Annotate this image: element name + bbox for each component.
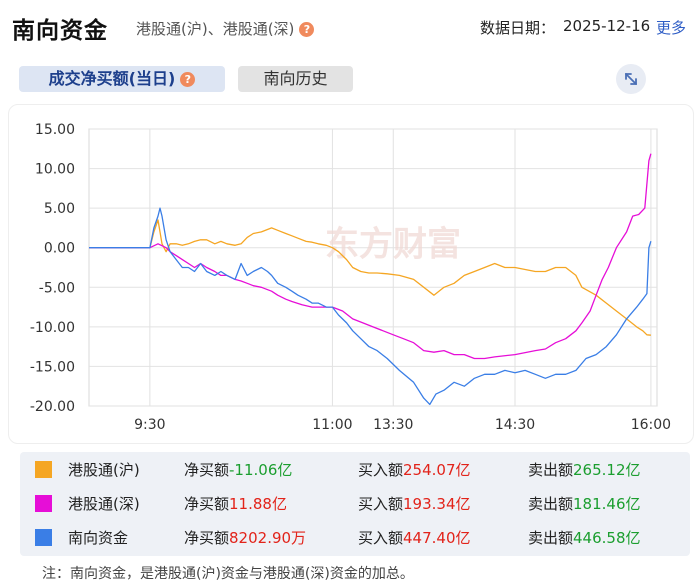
- buy-value: 447.40亿: [403, 529, 471, 547]
- buy-label: 买入额: [358, 461, 404, 479]
- y-tick-label: 0.00: [44, 241, 75, 257]
- sell-value: 446.58亿: [573, 529, 641, 547]
- buy-value: 193.34亿: [403, 495, 471, 513]
- tab-net-buy-today[interactable]: 成交净买额(当日)?: [19, 66, 225, 92]
- net-label: 净买额: [184, 529, 230, 547]
- watermark: 东方财富: [325, 225, 461, 265]
- y-tick-label: 15.00: [35, 122, 75, 138]
- page-subtitle: 港股通(沪)、港股通(深)?: [136, 18, 315, 39]
- legend-net: 净买额-11.06亿: [184, 459, 292, 480]
- more-link[interactable]: 更多: [656, 19, 687, 37]
- legend-row: 南向资金 净买额8202.90万 买入额447.40亿 卖出额446.58亿: [20, 520, 690, 554]
- subtitle-text: 港股通(沪)、港股通(深): [136, 20, 295, 38]
- plot-frame: [88, 128, 658, 407]
- sell-value: 265.12亿: [573, 461, 641, 479]
- series-line-2: [89, 207, 652, 406]
- net-value: -11.06亿: [229, 461, 293, 479]
- series-line-1: [89, 153, 652, 360]
- x-tick-label: 14:30: [495, 417, 535, 433]
- header: 南向资金 港股通(沪)、港股通(深)? 数据日期： 2025-12-16 更多: [0, 0, 700, 52]
- intraday-line-chart: 15.00 10.00 5.00 0.00 -5.00 -10.00 -15.00 -20.0…: [30, 122, 671, 433]
- date-value: 2025-12-16: [563, 17, 651, 35]
- expand-diagonal-icon: [625, 73, 637, 85]
- legend-net: 净买额11.88亿: [184, 493, 287, 514]
- y-tick-label: -15.00: [30, 359, 75, 375]
- legend-sell: 卖出额181.46亿: [528, 493, 641, 514]
- chart-panel: 15.00 10.00 5.00 0.00 -5.00 -10.00 -15.00 -20.0…: [8, 104, 694, 444]
- legend-row: 港股通(深) 净买额11.88亿 买入额193.34亿 卖出额181.46亿: [20, 486, 690, 520]
- x-tick-label: 11:00: [312, 417, 352, 433]
- buy-value: 254.07亿: [403, 461, 471, 479]
- buy-label: 买入额: [358, 529, 404, 547]
- legend-sell: 卖出额265.12亿: [528, 459, 641, 480]
- y-tick-label: -10.00: [30, 320, 75, 336]
- series-line-0: [89, 219, 651, 336]
- legend-name: 港股通(沪): [68, 461, 140, 479]
- tab-label: 成交净买额(当日): [48, 69, 176, 88]
- legend-swatch-sh: [35, 461, 52, 478]
- net-label: 净买额: [184, 495, 230, 513]
- page-title: 南向资金: [12, 18, 108, 44]
- x-tick-label: 13:30: [373, 417, 413, 433]
- net-value: 8202.90万: [229, 529, 307, 547]
- legend-name: 南向资金: [68, 529, 129, 547]
- footnote: 注：南向资金，是港股通(沪)资金与港股通(深)资金的加总。: [42, 566, 414, 582]
- legend-net: 净买额8202.90万: [184, 527, 306, 548]
- sell-label: 卖出额: [528, 529, 574, 547]
- expand-button[interactable]: [616, 64, 646, 94]
- tab-southbound-history[interactable]: 南向历史: [238, 66, 353, 92]
- y-tick-label: -20.00: [30, 399, 75, 415]
- legend-buy: 买入额254.07亿: [358, 459, 471, 480]
- legend-name: 港股通(深): [68, 495, 140, 513]
- x-tick-label: 16:00: [631, 417, 671, 433]
- legend-swatch-south: [35, 529, 52, 546]
- net-value: 11.88亿: [229, 495, 287, 513]
- y-tick-label: 5.00: [44, 201, 75, 217]
- sell-label: 卖出额: [528, 495, 574, 513]
- legend-swatch-sz: [35, 495, 52, 512]
- x-tick-label: 9:30: [134, 417, 165, 433]
- legend-sell: 卖出额446.58亿: [528, 527, 641, 548]
- sell-value: 181.46亿: [573, 495, 641, 513]
- question-circle-icon[interactable]: ?: [180, 72, 196, 87]
- net-label: 净买额: [184, 461, 230, 479]
- y-tick-label: -5.00: [39, 280, 75, 296]
- legend-buy: 买入额447.40亿: [358, 527, 471, 548]
- legend-buy: 买入额193.34亿: [358, 493, 471, 514]
- legend-row: 港股通(沪) 净买额-11.06亿 买入额254.07亿 卖出额265.12亿: [20, 452, 690, 486]
- sell-label: 卖出额: [528, 461, 574, 479]
- buy-label: 买入额: [358, 495, 404, 513]
- legend-table: 港股通(沪) 净买额-11.06亿 买入额254.07亿 卖出额265.12亿 …: [20, 452, 690, 556]
- date-label: 数据日期：: [480, 19, 556, 37]
- y-tick-label: 10.00: [35, 162, 75, 178]
- question-circle-icon[interactable]: ?: [299, 22, 315, 37]
